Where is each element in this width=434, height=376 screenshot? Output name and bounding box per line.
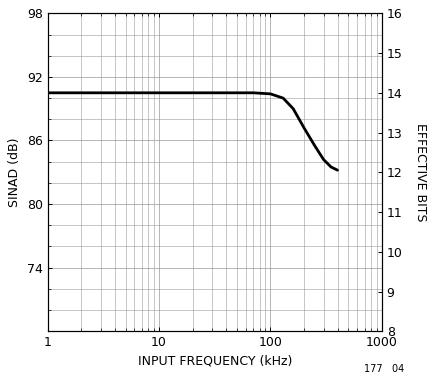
Y-axis label: EFFECTIVE BITS: EFFECTIVE BITS [413, 123, 426, 221]
Y-axis label: SINAD (dB): SINAD (dB) [8, 138, 21, 207]
Text: 177   04: 177 04 [363, 364, 404, 374]
X-axis label: INPUT FREQUENCY (kHz): INPUT FREQUENCY (kHz) [137, 355, 291, 368]
